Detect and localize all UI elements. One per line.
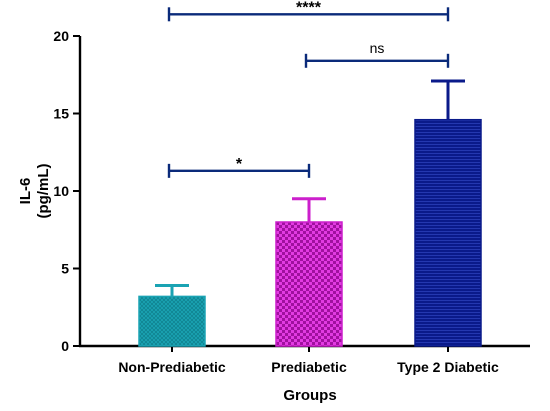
bar-type-2-diabetic	[414, 118, 482, 347]
error-bars	[155, 79, 465, 297]
y-axis-title-line: (pg/mL)	[35, 164, 52, 219]
x-tick-label: Non-Prediabetic	[118, 359, 226, 375]
significance-bracket: ns	[304, 40, 450, 68]
y-axis-title: IL-6(pg/mL)	[17, 164, 52, 219]
y-axis-title-text: IL-6(pg/mL)	[17, 164, 52, 219]
bars	[138, 118, 482, 347]
significance-bracket: *	[167, 156, 311, 178]
significance-bracket: ****	[167, 0, 450, 22]
category-labels: Non-Prediabetic Prediabetic Type 2 Diabeti…	[118, 359, 499, 375]
significance-label: ****	[296, 0, 322, 16]
bar-prediabetic	[275, 221, 343, 347]
y-tick-label: 15	[53, 106, 69, 122]
y-tick-label: 0	[61, 338, 69, 354]
x-tick-label: Prediabetic	[271, 359, 347, 375]
y-tick-label: 20	[53, 28, 69, 44]
x-axis-title: Groups	[283, 387, 336, 404]
y-axis-title-line: IL-6	[17, 178, 34, 205]
y-tick-label: 10	[53, 183, 69, 199]
significance-label: *	[236, 156, 243, 173]
bar-non-prediabetic	[138, 295, 206, 347]
y-tick-label: 5	[61, 261, 69, 277]
significance-label: ns	[370, 40, 385, 56]
x-tick-label: Type 2 Diabetic	[397, 359, 499, 375]
significance-brackets: * ns ****	[167, 0, 450, 178]
